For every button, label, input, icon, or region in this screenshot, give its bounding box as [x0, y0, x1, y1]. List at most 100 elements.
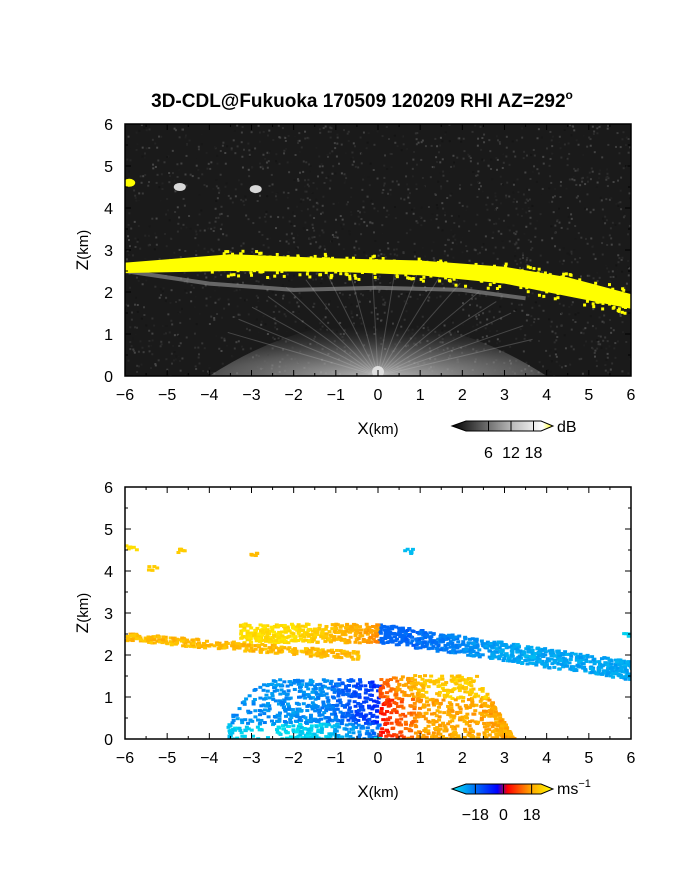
noise-pixel — [502, 219, 505, 222]
velocity-cell — [455, 646, 460, 650]
velocity-cell — [301, 702, 306, 706]
velocity-cell — [412, 716, 417, 720]
velocity-cell — [344, 629, 349, 633]
velocity-cell — [332, 709, 337, 713]
velocity-cell — [292, 687, 297, 691]
velocity-cell — [436, 637, 441, 641]
cloud-speckle — [259, 251, 263, 255]
noise-pixel — [619, 189, 622, 192]
noise-pixel — [527, 206, 530, 209]
noise-pixel — [461, 251, 464, 254]
velocity-cell — [406, 736, 411, 739]
noise-pixel — [136, 310, 139, 313]
noise-pixel — [259, 194, 262, 197]
noise-pixel — [598, 126, 601, 129]
noise-pixel — [524, 334, 527, 337]
velocity-cell — [449, 674, 454, 678]
noise-pixel — [311, 236, 314, 239]
noise-pixel — [277, 216, 280, 219]
noise-pixel — [366, 224, 369, 227]
velocity-cell — [509, 653, 514, 657]
velocity-cell — [361, 717, 366, 721]
noise-pixel — [472, 325, 475, 328]
velocity-cell — [255, 626, 260, 630]
cloud-speckle — [341, 259, 345, 263]
noise-pixel — [580, 331, 583, 334]
noise-pixel — [265, 161, 268, 164]
noise-pixel — [343, 173, 346, 176]
velocity-cell — [409, 641, 414, 645]
noise-pixel — [421, 293, 424, 296]
cloud-speckle — [323, 252, 327, 256]
velocity-cell — [384, 734, 389, 738]
velocity-cell — [465, 690, 470, 694]
velocity-cell — [272, 624, 277, 628]
cloud-speckle — [492, 269, 496, 273]
velocity-cell — [328, 633, 333, 637]
velocity-cell — [428, 631, 433, 635]
noise-pixel — [549, 325, 552, 328]
noise-pixel — [468, 230, 471, 233]
cloud-speckle — [478, 266, 482, 270]
velocity-cell — [313, 704, 318, 708]
noise-pixel — [205, 276, 208, 279]
cloud-speckle — [620, 310, 624, 314]
noise-pixel — [225, 344, 228, 347]
velocity-cell — [381, 624, 386, 628]
velocity-cell — [471, 680, 476, 684]
noise-pixel — [160, 343, 163, 346]
noise-pixel — [581, 372, 584, 375]
cloud-speckle — [291, 258, 295, 262]
velocity-cell — [258, 685, 263, 689]
velocity-cell — [403, 714, 408, 718]
noise-pixel — [133, 303, 136, 306]
velocity-cell — [295, 707, 300, 711]
velocity-cell — [313, 635, 318, 639]
velocity-cell — [512, 645, 517, 649]
velocity-cell — [310, 737, 315, 739]
noise-pixel — [518, 303, 521, 306]
cloud-speckle — [327, 257, 331, 261]
noise-pixel — [248, 329, 251, 332]
noise-pixel — [359, 152, 362, 155]
velocity-cell — [404, 693, 409, 697]
noise-pixel — [336, 142, 339, 145]
noise-pixel — [387, 247, 390, 250]
velocity-cell — [347, 699, 352, 703]
noise-pixel — [494, 246, 497, 249]
velocity-cell — [398, 730, 403, 734]
noise-pixel — [396, 254, 399, 257]
velocity-cell — [435, 649, 440, 653]
noise-pixel — [319, 131, 322, 134]
velocity-cell — [250, 719, 255, 723]
noise-pixel — [484, 327, 487, 330]
velocity-cell — [371, 637, 376, 641]
noise-pixel — [262, 315, 265, 318]
noise-pixel — [471, 130, 474, 133]
noise-pixel — [530, 324, 533, 327]
noise-pixel — [147, 345, 150, 348]
noise-pixel — [261, 126, 264, 129]
noise-pixel — [413, 207, 416, 210]
noise-pixel — [272, 139, 275, 142]
noise-pixel — [413, 242, 416, 245]
velocity-cell — [277, 636, 282, 640]
noise-pixel — [406, 147, 409, 150]
velocity-cell — [368, 682, 373, 686]
noise-pixel — [609, 280, 612, 283]
velocity-cell — [354, 709, 359, 713]
cloud-speckle — [329, 276, 333, 280]
noise-pixel — [572, 348, 575, 351]
cloud-speckle — [454, 283, 458, 287]
velocity-cell — [310, 707, 315, 711]
velocity-cell — [279, 640, 284, 644]
velocity-cell — [489, 721, 494, 725]
noise-pixel — [248, 153, 251, 156]
noise-pixel — [267, 152, 270, 155]
velocity-cell — [335, 707, 340, 711]
noise-pixel — [513, 232, 516, 235]
cloud-speckle — [306, 269, 310, 273]
noise-pixel — [377, 290, 380, 293]
velocity-cell — [231, 715, 236, 719]
noise-pixel — [481, 336, 484, 339]
